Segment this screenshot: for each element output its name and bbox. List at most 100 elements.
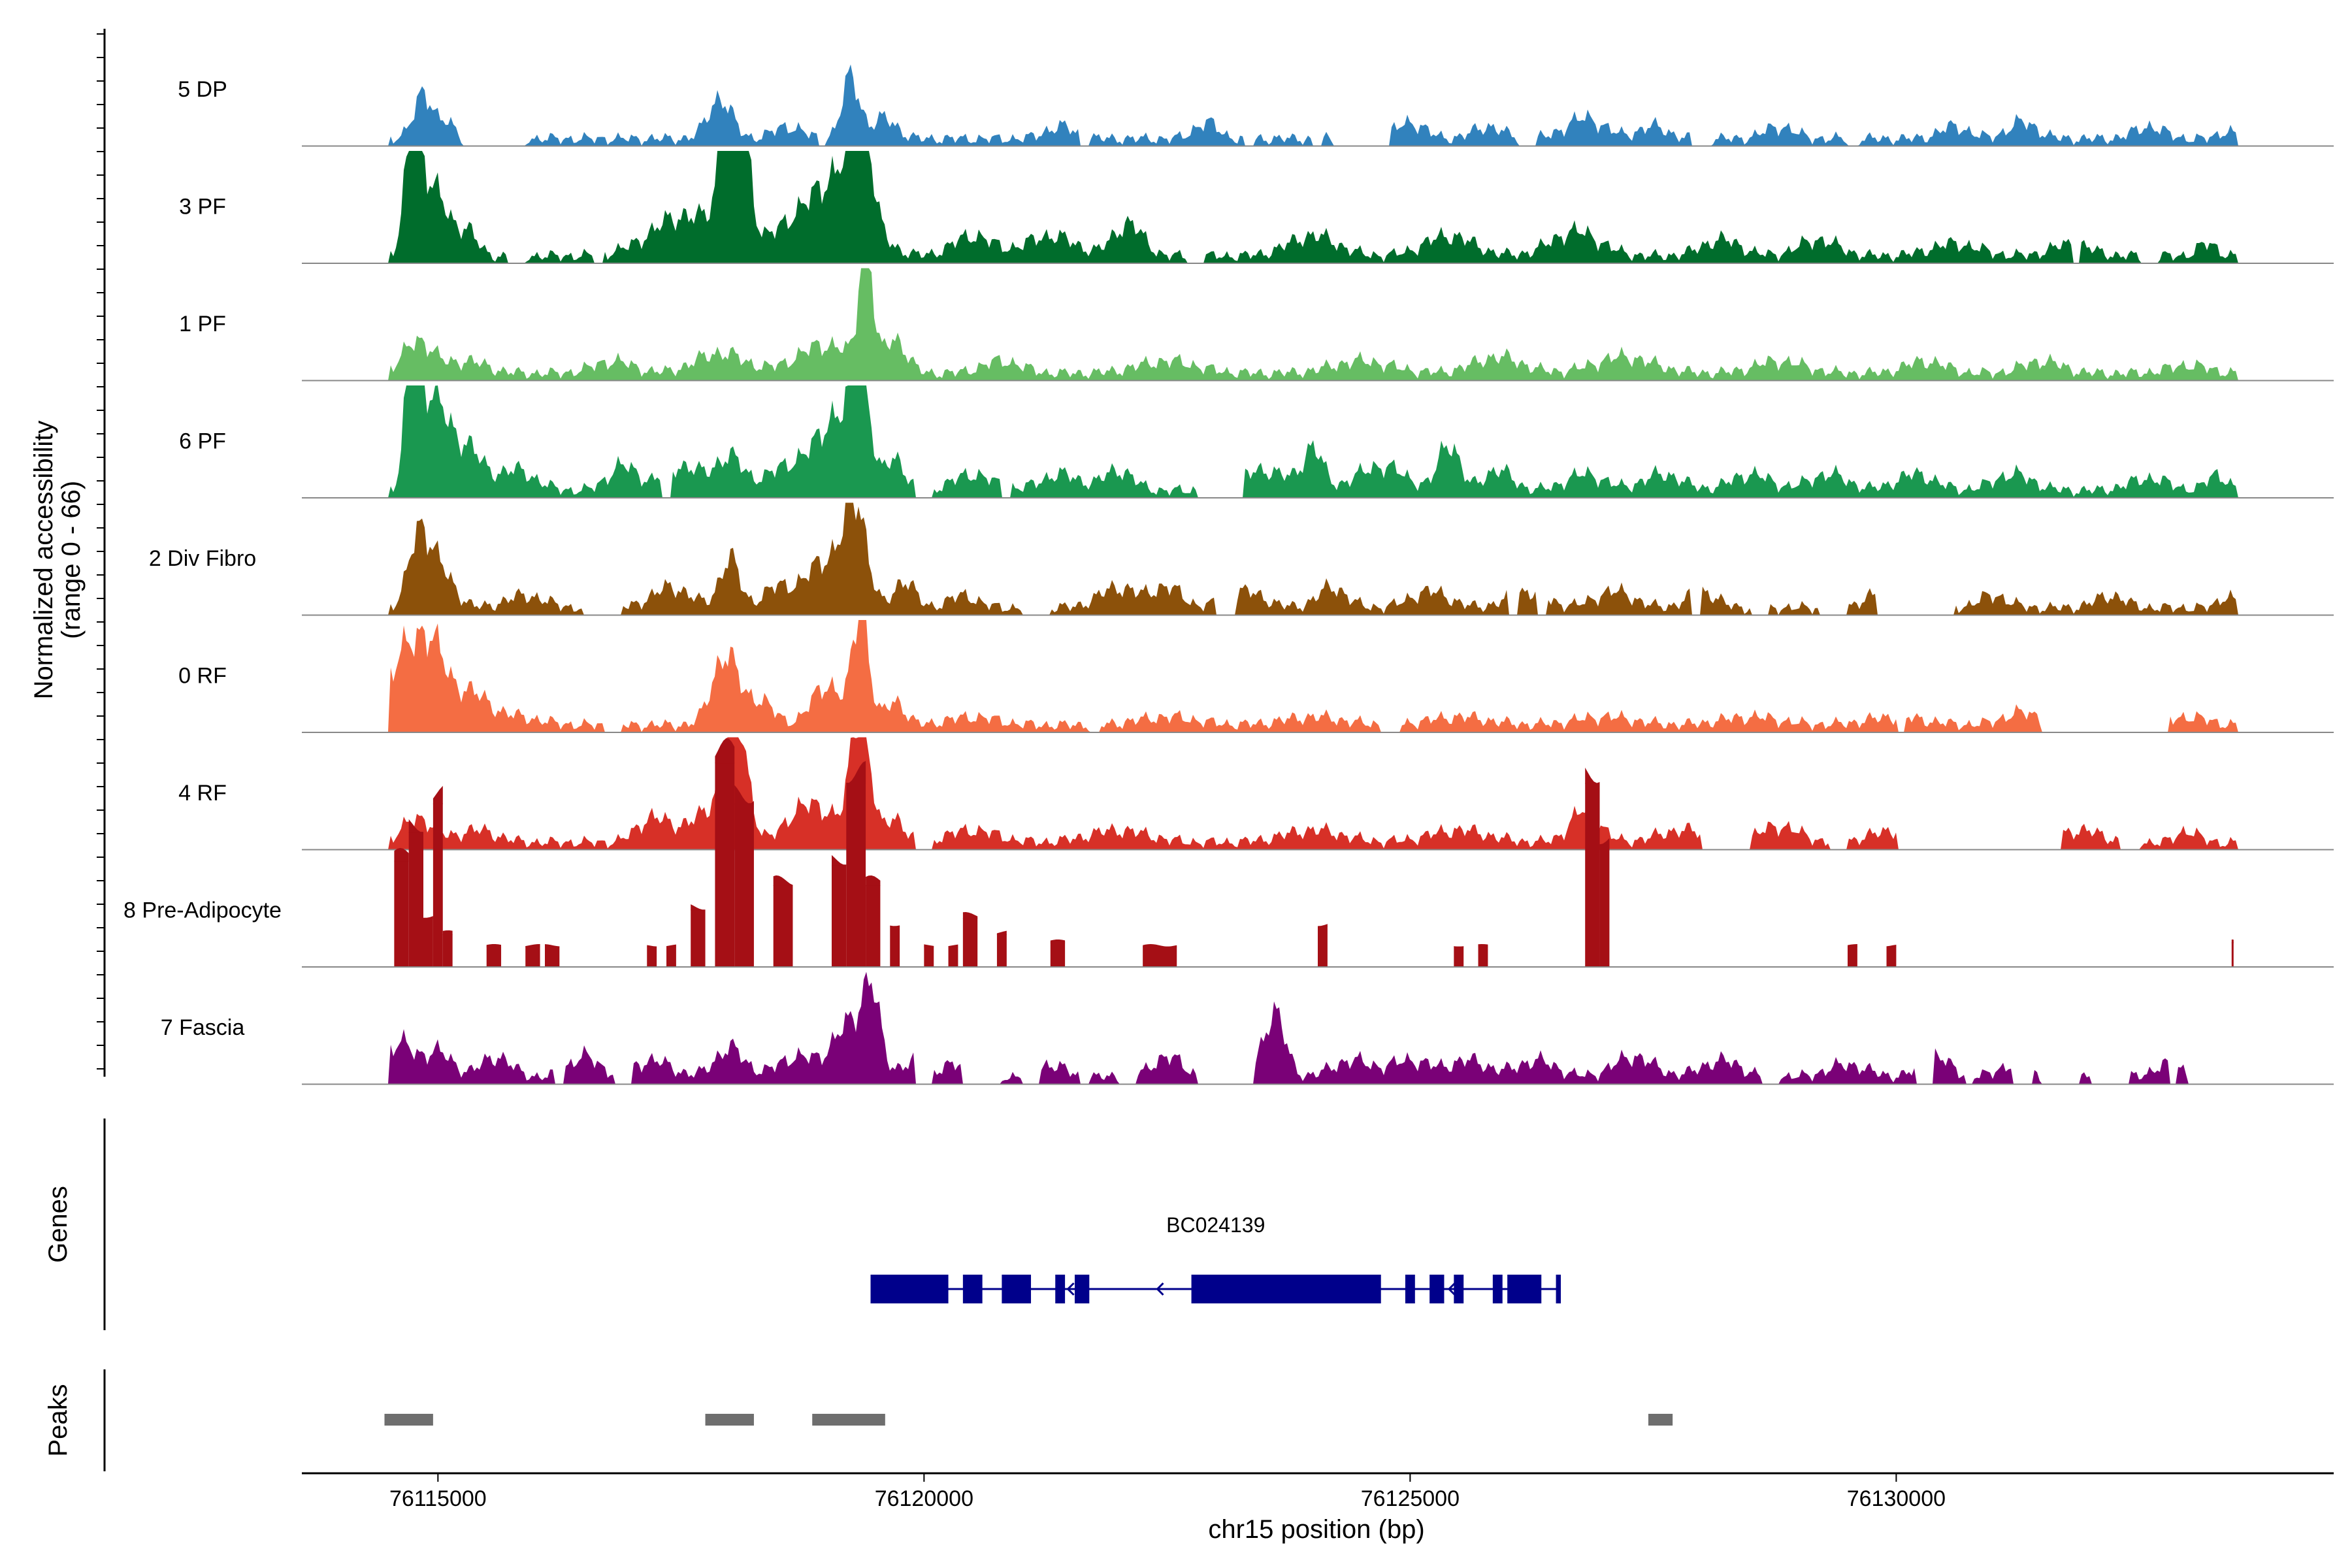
coverage-spike <box>423 916 433 919</box>
peak-region <box>1648 1414 1673 1426</box>
coverage-area <box>302 502 2334 615</box>
coverage-spike <box>691 904 706 911</box>
coverage-spike <box>996 930 1007 935</box>
y-axis-title-line2: (range 0 - 66) <box>57 481 86 639</box>
track-label: 7 Fascia <box>161 1015 245 1040</box>
track-label: 3 PF <box>179 195 226 220</box>
coverage-block <box>433 803 443 967</box>
coverage-spike <box>433 785 443 804</box>
coverage-block <box>525 946 540 967</box>
coverage-block <box>1886 946 1897 967</box>
track-7-fascia: 7 Fascia <box>161 972 2334 1085</box>
track-6-pf: 6 PF <box>179 385 2334 498</box>
coverage-spike <box>442 930 453 935</box>
coverage-block <box>394 860 409 967</box>
gene-exon <box>1002 1275 1032 1303</box>
coverage-block <box>715 762 735 967</box>
coverage-block <box>948 946 958 967</box>
coverage-block <box>1050 942 1066 967</box>
gene-exon <box>870 1275 949 1303</box>
coverage-spike <box>1599 838 1610 845</box>
x-tick-label: 76115000 <box>389 1486 487 1511</box>
track-1-pf: 1 PF <box>179 268 2334 382</box>
strand-arrow <box>1447 1282 1456 1296</box>
coverage-spike <box>666 944 676 947</box>
coverage-block <box>846 783 866 967</box>
gene-name: BC024139 <box>1166 1213 1265 1237</box>
coverage-spike <box>525 944 540 947</box>
coverage-block <box>734 803 754 967</box>
coverage-block <box>866 885 881 967</box>
gene-exon <box>1492 1275 1503 1303</box>
coverage-spike <box>2231 939 2234 943</box>
x-tick-label: 76125000 <box>1361 1486 1460 1511</box>
coverage-block <box>890 926 900 967</box>
coverage-spike <box>486 944 501 947</box>
coverage-block <box>2231 942 2234 967</box>
genes-track-title: Genes <box>44 1186 73 1263</box>
coverage-block <box>1478 946 1488 967</box>
coverage-spike <box>1143 944 1177 947</box>
coverage-spike <box>924 944 934 947</box>
coverage-spike <box>1886 945 1897 947</box>
coverage-block <box>924 946 934 967</box>
coverage-area <box>302 620 2334 732</box>
coverage-spike <box>1318 924 1328 927</box>
coverage-spike <box>545 944 560 947</box>
coverage-spike <box>1478 944 1488 947</box>
coverage-block <box>408 832 424 967</box>
gene-exon <box>1507 1275 1542 1303</box>
coverage-spike <box>948 944 958 947</box>
coverage-area <box>302 151 2334 263</box>
x-tick-label: 76120000 <box>875 1486 973 1511</box>
coverage-block <box>773 885 793 967</box>
peaks-track-title: Peaks <box>44 1384 73 1456</box>
coverage-spike <box>866 875 881 886</box>
peak-region <box>812 1414 885 1426</box>
coverage-spike <box>394 847 409 862</box>
coverage-block <box>691 909 706 967</box>
track-label: 0 RF <box>178 664 227 689</box>
coverage-spike <box>832 855 847 866</box>
strand-arrow <box>1156 1282 1164 1296</box>
coverage-spike <box>408 819 423 833</box>
coverage-spike <box>962 912 978 919</box>
track-label: 6 PF <box>179 429 226 454</box>
x-axis-ticks: 76115000 76120000 76125000 76130000 <box>389 1473 1946 1511</box>
coverage-block <box>647 946 657 967</box>
track-2-div-fibro: 2 Div Fibro <box>149 502 2334 616</box>
gene-exon <box>1556 1275 1561 1303</box>
coverage-block <box>1143 946 1177 967</box>
peak-region <box>384 1414 433 1426</box>
coverage-spike <box>734 785 754 804</box>
coverage-spike <box>647 945 657 947</box>
coverage-spike <box>715 738 735 764</box>
coverage-block <box>831 864 847 967</box>
track-label: 5 DP <box>178 77 227 102</box>
peak-regions <box>384 1414 1673 1426</box>
coverage-block <box>1585 783 1600 967</box>
gene-exon <box>1055 1275 1066 1303</box>
x-tick-label: 76130000 <box>1847 1486 1946 1511</box>
coverage-block <box>442 934 453 967</box>
track-label: 8 Pre-Adipocyte <box>123 898 282 923</box>
coverage-spike <box>890 925 900 927</box>
coverage-block <box>1599 844 1610 967</box>
track-label: 4 RF <box>178 781 227 806</box>
coverage-area <box>302 64 2334 146</box>
track-0-rf: 0 RF <box>178 620 2334 733</box>
gene-exon <box>1429 1275 1445 1303</box>
gene-exon <box>1454 1275 1464 1303</box>
coverage-block <box>666 946 676 967</box>
coverage-area <box>302 268 2334 381</box>
y-axis-title-line1: Normalized accessibility <box>29 421 58 700</box>
coverage-tracks: 5 DP 3 PF 1 PF 6 PF 2 Div Fibro 0 RF 4 RF 8 Pre… <box>123 64 2334 1085</box>
track-3-pf: 3 PF <box>179 151 2334 264</box>
track-5-dp: 5 DP <box>178 64 2334 147</box>
coverage-spike <box>1050 939 1066 943</box>
coverage-block <box>962 917 978 967</box>
gene-model: BC024139 <box>870 1213 1561 1303</box>
track-8-pre-adipocyte: 8 Pre-Adipocyte <box>123 738 2334 968</box>
coverage-block <box>1454 946 1464 967</box>
coverage-spike <box>1848 944 1857 947</box>
